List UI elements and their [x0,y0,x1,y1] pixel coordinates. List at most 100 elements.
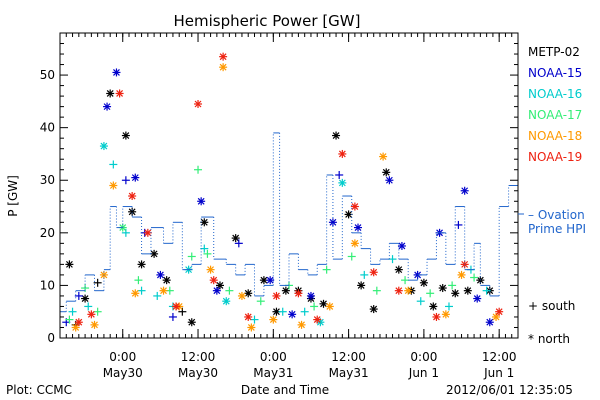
marker-stroke [160,287,167,295]
point-noaa-18-north-5 [159,286,168,295]
point-noaa-19-north-19 [495,307,504,316]
point-noaa-16-south-21 [482,286,491,295]
x-tick-time-label-2: 0:00 [260,350,287,364]
marker-stroke [109,182,117,189]
marker-stroke [429,303,437,310]
point-noaa-15-south-16 [335,170,344,179]
marker-stroke [266,276,274,284]
marker-stroke [222,297,230,305]
point-metp-02-north-29 [419,278,428,287]
point-metp-02-north-2 [81,294,90,303]
marker-stroke [451,289,459,297]
marker-stroke [163,276,171,284]
point-noaa-15-north-9 [197,197,206,206]
point-noaa-15-north-10 [212,286,221,295]
point-noaa-19-north-7 [209,276,218,285]
marker-stroke [273,308,280,316]
point-metp-02-north-5 [121,131,130,140]
point-noaa-15-north-5 [131,173,140,182]
marker-stroke [75,318,83,326]
marker-stroke [420,279,428,287]
marker-stroke [197,197,205,205]
point-noaa-15-north-15 [328,218,337,227]
legend: METP-02 NOAA-15 NOAA-16 NOAA-17 NOAA-18 NOAA-… [518,45,582,215]
x-tick-date-label-0: May30 [103,366,143,380]
point-noaa-18-north-15 [379,152,388,161]
axis-layer: 0 10 20 30 40 50 0:00 May30 12:00 May30 0:00 May31 1… [40,33,519,380]
point-metp-02-north-18 [281,286,290,295]
marker-stroke [313,316,321,324]
marker-stroke [282,287,290,295]
point-noaa-16-south-12 [278,307,287,316]
marker-stroke [200,218,208,226]
marker-stroke [404,287,412,295]
marker-stroke [398,242,406,250]
point-noaa-16-north-10 [222,297,231,306]
marker-stroke [294,289,302,297]
point-noaa-15-north-25 [485,318,494,327]
point-noaa-17-south-4 [134,276,143,285]
marker-stroke [150,250,158,258]
point-noaa-15-north-17 [354,223,363,232]
point-noaa-15-south-11 [234,239,243,248]
marker-stroke [345,210,353,218]
marker-stroke [486,318,494,326]
marker-stroke [65,260,73,268]
y-tick-label-3: 30 [40,173,55,187]
marker-stroke [219,53,227,61]
marker-stroke [116,90,124,97]
point-metp-02-north-31 [438,284,447,293]
point-noaa-19-north-12 [313,315,322,324]
point-noaa-19-north-13 [338,149,347,158]
point-noaa-15-north-3 [112,68,121,77]
marker-stroke [238,292,246,300]
x-tick-time-label-3: 12:00 [331,350,366,364]
point-noaa-18-north-13 [325,302,334,311]
point-metp-02-north-21 [319,299,328,308]
marker-stroke [492,313,500,321]
point-metp-02-north-22 [332,131,341,140]
point-noaa-17-south-12 [310,302,319,311]
y-axis-label: P [GW] [6,175,20,217]
marker-stroke [113,69,120,76]
marker-stroke [458,271,465,279]
point-noaa-16-south-6 [153,291,162,300]
point-noaa-19-north-16 [394,286,403,295]
legend-ovation-line1: – Ovation [528,208,585,222]
point-noaa-15-north-24 [473,294,482,303]
marker-stroke [385,176,393,184]
y-tick-label-0: 0 [47,331,55,345]
point-noaa-17-south-9 [225,286,234,295]
marker-stroke [326,303,334,310]
point-noaa-19-north-6 [194,99,203,108]
marker-stroke [307,292,315,300]
marker-stroke [131,289,139,297]
x-tick-date-label-1: May30 [178,366,218,380]
x-tick-date-label-3: May31 [329,366,369,380]
marker-stroke [260,276,268,284]
point-metp-02-north-33 [463,286,472,295]
marker-stroke [442,310,450,318]
chart-title: Hemispheric Power [GW] [174,12,361,30]
marker-stroke [81,295,89,302]
marker-stroke [273,292,280,300]
footer-timestamp: 2012/06/01 12:35:05 [446,383,573,397]
marker-stroke [128,192,136,200]
point-noaa-18-north-9 [237,291,246,300]
marker-stroke [106,90,114,97]
marker-stroke [269,316,277,324]
point-noaa-17-south-18 [448,281,457,290]
point-noaa-17-south-14 [347,252,356,261]
x-tick-time-label-0: 0:00 [109,350,136,364]
marker-stroke [351,239,359,247]
y-tick-label-2: 20 [40,226,55,240]
marker-stroke [379,153,387,161]
point-noaa-17-south-19 [470,273,479,282]
point-noaa-19-north-17 [432,312,441,321]
point-noaa-18-north-18 [457,270,466,279]
point-noaa-16-south-5 [137,286,146,295]
point-noaa-15-north-23 [460,186,469,195]
marker-stroke [338,179,346,187]
x-tick-date-label-4: Jun 1 [408,366,439,380]
